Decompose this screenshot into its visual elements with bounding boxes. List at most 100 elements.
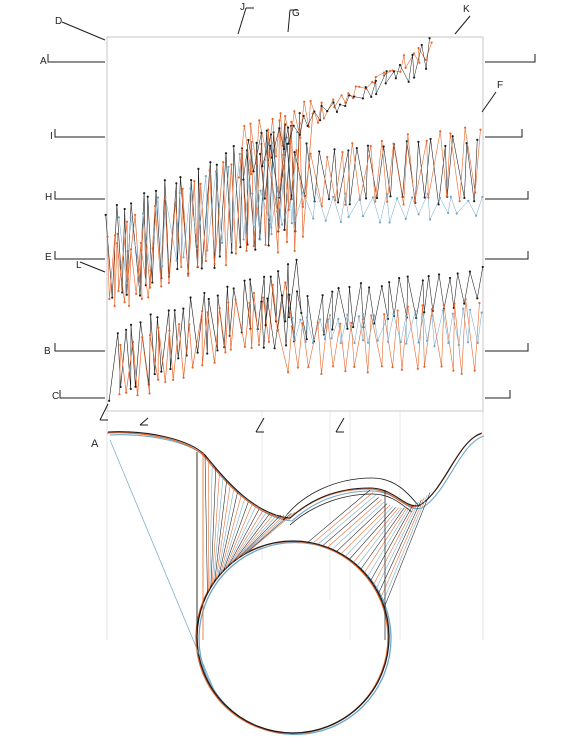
marker-H bbox=[55, 191, 105, 199]
mid-band-black-stroke bbox=[431, 139, 439, 204]
lower-right-blue-stroke bbox=[434, 311, 443, 347]
label-K: K bbox=[463, 4, 470, 15]
mid-band-blue-stroke bbox=[451, 197, 457, 214]
label-A: A bbox=[40, 56, 47, 67]
mid-band-orange-stroke bbox=[303, 154, 311, 207]
marker-bottom-2 bbox=[256, 418, 264, 432]
mid-band-blue-node bbox=[302, 191, 304, 193]
top-fan-orange-stroke bbox=[366, 82, 372, 89]
lower-right-black-stroke bbox=[458, 274, 465, 304]
mid-band-orange-stroke bbox=[408, 134, 415, 201]
label-F: F bbox=[497, 80, 503, 91]
marker-H-right bbox=[485, 191, 528, 199]
mid-band-orange-stroke bbox=[382, 141, 387, 202]
lower-right-black-stroke bbox=[439, 274, 444, 308]
upper-band-orange-stroke bbox=[210, 170, 215, 264]
top-fan-black-node bbox=[428, 37, 430, 39]
top-fan-black-stroke bbox=[413, 55, 415, 78]
mid-band-blue-stroke bbox=[316, 189, 326, 220]
section-string-right bbox=[368, 506, 410, 576]
lower-band-black-stroke bbox=[224, 287, 227, 347]
mid-band-orange-stroke bbox=[450, 134, 459, 202]
marker-bottom-3 bbox=[336, 418, 344, 432]
lower-band-orange-stroke bbox=[254, 293, 259, 345]
mid-band-orange-stroke bbox=[404, 134, 408, 204]
upper-band-orange-stroke bbox=[183, 189, 189, 276]
lower-right-blue-stroke bbox=[470, 310, 478, 343]
lower-band-orange-stroke bbox=[142, 337, 149, 393]
mid-band-blue-node bbox=[396, 197, 398, 199]
lower-right-black-stroke bbox=[261, 302, 263, 348]
mid-band-orange-stroke bbox=[460, 128, 465, 201]
mid-band-orange-stroke bbox=[322, 157, 327, 206]
mid-band-blue-stroke bbox=[390, 198, 398, 222]
lower-right-blue-stroke bbox=[378, 317, 388, 341]
mid-band-orange-stroke bbox=[311, 154, 322, 207]
lower-right-blue-stroke bbox=[468, 310, 470, 343]
lower-band-black-stroke bbox=[131, 325, 135, 387]
marker-I-right bbox=[485, 129, 522, 137]
lower-right-orange-stroke bbox=[321, 319, 327, 374]
lower-band-orange-stroke bbox=[120, 345, 126, 393]
label-C: C bbox=[52, 391, 59, 402]
upper-band-orange-stroke bbox=[242, 151, 246, 251]
mid-band-blue-stroke bbox=[448, 197, 451, 213]
mid-band-black-stroke bbox=[366, 146, 368, 199]
top-fan-black-stroke bbox=[426, 38, 429, 69]
mid-band-blue-stroke bbox=[341, 194, 345, 222]
marker-I bbox=[55, 129, 105, 137]
section-string-right bbox=[345, 506, 393, 556]
lower-right-orange-stroke bbox=[288, 326, 292, 372]
lower-band-orange-stroke bbox=[236, 299, 245, 346]
lower-right-black-stroke bbox=[389, 282, 394, 316]
top-fan-orange-stroke bbox=[404, 55, 406, 68]
upper-band-orange-stroke bbox=[118, 234, 119, 291]
lower-band-black-stroke bbox=[289, 260, 297, 317]
lower-band-orange-stroke bbox=[158, 328, 165, 382]
upper-band-black-stroke bbox=[156, 191, 161, 278]
mid-band-blue-node bbox=[450, 196, 452, 198]
lower-band-black-stroke bbox=[126, 330, 131, 389]
upper-band-black-stroke bbox=[169, 183, 176, 276]
lower-band-black-stroke bbox=[276, 271, 278, 321]
section-string-right bbox=[384, 493, 430, 608]
top-fan-black-stroke bbox=[400, 65, 409, 82]
top-fan-orange-stroke bbox=[300, 102, 304, 138]
mid-band-orange-stroke bbox=[345, 143, 352, 205]
mid-band-blue-stroke bbox=[380, 194, 387, 222]
lower-right-black-stroke bbox=[374, 286, 381, 323]
lower-right-black-stroke bbox=[399, 278, 407, 317]
lower-right-blue-stroke bbox=[459, 309, 463, 345]
lower-band-orange-stroke bbox=[225, 303, 228, 353]
lower-right-black-stroke bbox=[470, 272, 477, 299]
lower-band-orange-stroke bbox=[184, 324, 190, 377]
mid-band-blue-stroke bbox=[387, 194, 390, 223]
lower-right-black-node bbox=[482, 266, 484, 268]
lower-band-orange-stroke bbox=[150, 335, 158, 380]
mid-band-black-stroke bbox=[279, 144, 287, 198]
top-fan-orange-node bbox=[431, 41, 433, 43]
mid-band-blue-stroke bbox=[476, 197, 482, 216]
top-fan-black-stroke bbox=[354, 97, 363, 99]
label-L: L bbox=[76, 260, 82, 271]
plan-view-bands bbox=[105, 37, 484, 402]
mid-band-blue-node bbox=[411, 196, 413, 198]
upper-band-orange-stroke bbox=[295, 123, 300, 251]
mid-band-blue-stroke bbox=[363, 197, 373, 216]
mid-band-blue-stroke bbox=[440, 198, 448, 213]
section-profile-0 bbox=[110, 435, 484, 521]
label-E: E bbox=[45, 252, 52, 263]
mid-band-orange-stroke bbox=[447, 134, 451, 197]
marker-B-right bbox=[485, 343, 528, 351]
mid-band-blue-stroke bbox=[373, 197, 380, 222]
section-string-left bbox=[205, 455, 207, 593]
label-section-A: A bbox=[91, 438, 99, 450]
mid-band-black-stroke bbox=[464, 143, 466, 198]
marker-D bbox=[62, 22, 105, 40]
section-string-right bbox=[313, 493, 373, 544]
lower-right-orange-node bbox=[478, 302, 480, 304]
lower-right-blue-stroke bbox=[295, 320, 301, 341]
lower-right-blue-node bbox=[481, 312, 483, 314]
lower-right-orange-stroke bbox=[418, 305, 423, 368]
